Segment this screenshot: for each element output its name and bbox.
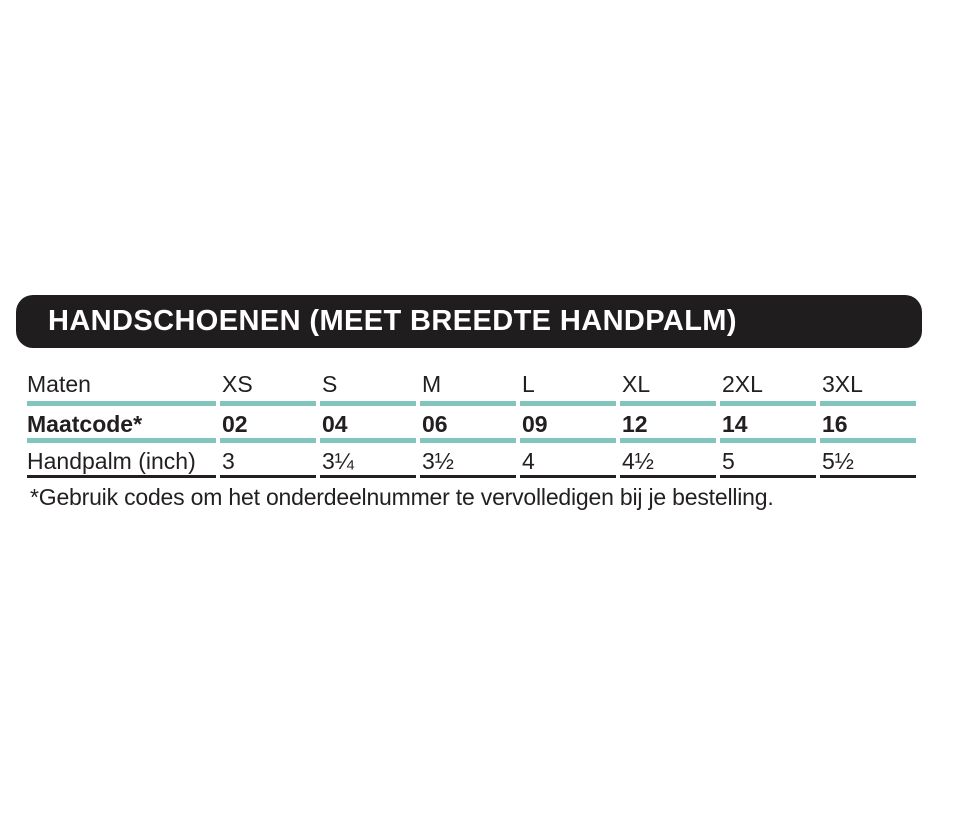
row-label-maatcode: Maatcode* <box>27 406 216 443</box>
table-row-handpalm: Handpalm (inch) 3 3¼ 3½ 4 4½ 5 5½ <box>27 443 920 478</box>
code-value-l: 09 <box>520 406 616 443</box>
code-value-m: 06 <box>420 406 516 443</box>
palm-value-l: 4 <box>520 443 616 478</box>
palm-value-s: 3¼ <box>320 443 416 478</box>
footnote: *Gebruik codes om het onderdeelnummer te… <box>30 484 774 510</box>
palm-value-2xl: 5 <box>720 443 816 478</box>
palm-value-m: 3½ <box>420 443 516 478</box>
size-value-3xl: 3XL <box>820 364 916 406</box>
palm-value-xs: 3 <box>220 443 316 478</box>
size-value-m: M <box>420 364 516 406</box>
code-value-2xl: 14 <box>720 406 816 443</box>
table-row-maten: Maten XS S M L XL 2XL 3XL <box>27 364 920 406</box>
size-value-l: L <box>520 364 616 406</box>
size-value-s: S <box>320 364 416 406</box>
row-label-handpalm: Handpalm (inch) <box>27 443 216 478</box>
size-table: Maten XS S M L XL 2XL 3XL Maatcode* 02 0… <box>27 364 920 478</box>
code-value-s: 04 <box>320 406 416 443</box>
palm-value-xl: 4½ <box>620 443 716 478</box>
code-value-xs: 02 <box>220 406 316 443</box>
size-value-2xl: 2XL <box>720 364 816 406</box>
section-header-banner: HANDSCHOENEN (MEET BREEDTE HANDPALM) <box>16 295 922 348</box>
size-value-xl: XL <box>620 364 716 406</box>
palm-value-3xl: 5½ <box>820 443 916 478</box>
row-label-maten: Maten <box>27 364 216 406</box>
code-value-xl: 12 <box>620 406 716 443</box>
table-row-maatcode: Maatcode* 02 04 06 09 12 14 16 <box>27 406 920 443</box>
section-title: HANDSCHOENEN (MEET BREEDTE HANDPALM) <box>48 305 737 337</box>
code-value-3xl: 16 <box>820 406 916 443</box>
size-value-xs: XS <box>220 364 316 406</box>
